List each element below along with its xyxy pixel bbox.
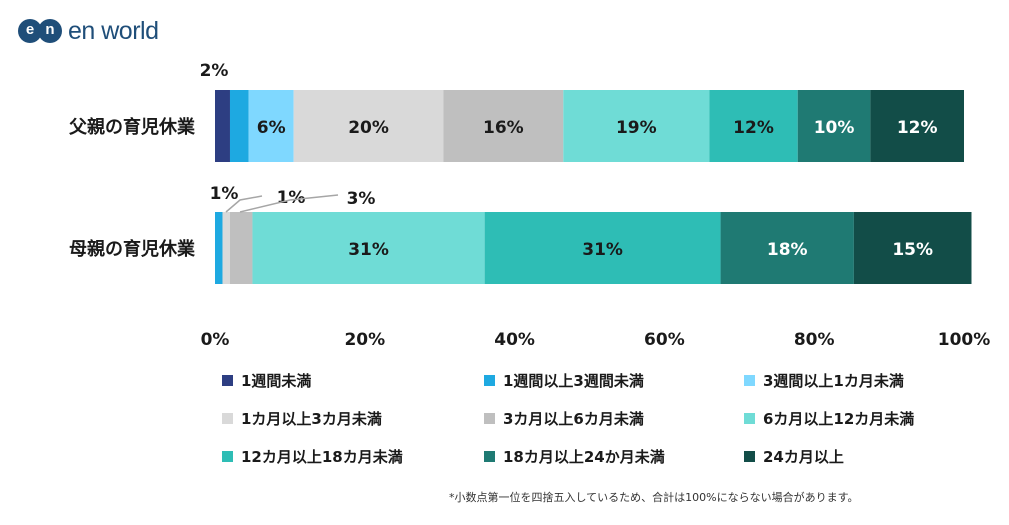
- bar-segment: [293, 90, 444, 162]
- data-label: 15%: [892, 240, 933, 260]
- legend-swatch: [222, 451, 233, 462]
- logo-mark: e n: [18, 19, 62, 43]
- category-label: 母親の育児休業: [69, 238, 196, 260]
- legend-swatch: [744, 451, 755, 462]
- callout-line: [225, 195, 263, 213]
- legend-item: 3カ月以上6カ月未満: [484, 408, 644, 429]
- category-label: 父親の育児休業: [69, 116, 196, 138]
- legend-item: 12カ月以上18カ月未満: [222, 446, 403, 467]
- footnote: *小数点第一位を四捨五入しているため、合計は100%にならない場合があります。: [449, 491, 859, 504]
- legend-item: 3週間以上1カ月未満: [744, 370, 904, 391]
- data-label: 2%: [200, 61, 229, 81]
- data-label: 31%: [348, 240, 389, 260]
- logo-text: en world: [68, 16, 159, 45]
- bar-segment: [229, 212, 253, 284]
- legend-item: 6カ月以上12カ月未満: [744, 408, 914, 429]
- bar-segment: [229, 90, 249, 162]
- logo-mark-n: n: [38, 19, 62, 43]
- x-tick-label: 80%: [794, 330, 835, 350]
- legend-swatch: [484, 413, 495, 424]
- bar-segment: [709, 90, 798, 162]
- legend-swatch: [222, 413, 233, 424]
- bar-segment: [870, 90, 964, 162]
- legend-label: 1週間未満: [241, 372, 312, 390]
- data-label: 20%: [348, 118, 389, 138]
- x-tick-label: 60%: [644, 330, 685, 350]
- data-label: 1%: [210, 184, 239, 204]
- legend-label: 1カ月以上3カ月未満: [241, 410, 382, 428]
- bar-segment: [484, 212, 721, 284]
- data-label: 12%: [733, 118, 774, 138]
- x-tick-label: 0%: [201, 330, 230, 350]
- bar-segment: [797, 90, 871, 162]
- legend-swatch: [744, 413, 755, 424]
- logo: e n en world: [18, 16, 159, 46]
- legend-label: 3カ月以上6カ月未満: [503, 410, 644, 428]
- legend-swatch: [744, 375, 755, 386]
- legend-item: 18カ月以上24か月未満: [484, 446, 665, 467]
- bar-segment: [248, 90, 294, 162]
- x-tick-label: 40%: [494, 330, 535, 350]
- legend-item: 24カ月以上: [744, 446, 844, 467]
- bar-segment: [853, 212, 972, 284]
- legend-item: 1週間未満: [222, 370, 311, 391]
- bar-segment: [222, 212, 230, 284]
- data-label: 19%: [616, 118, 657, 138]
- legend-label: 12カ月以上18カ月未満: [241, 448, 403, 466]
- legend-label: 18カ月以上24か月未満: [503, 448, 665, 466]
- legend-label: 6カ月以上12カ月未満: [763, 410, 915, 428]
- data-label: 18%: [767, 240, 808, 260]
- data-label: 10%: [814, 118, 855, 138]
- legend-swatch: [484, 375, 495, 386]
- data-label: 1%: [277, 188, 306, 208]
- callout-line: [239, 194, 339, 213]
- data-label: 31%: [582, 240, 623, 260]
- legend-swatch: [222, 375, 233, 386]
- bar-segment: [563, 90, 710, 162]
- legend-item: 1カ月以上3カ月未満: [222, 408, 382, 429]
- data-label: 12%: [897, 118, 938, 138]
- data-label: 3%: [347, 189, 376, 209]
- legend-swatch: [484, 451, 495, 462]
- x-tick-label: 20%: [344, 330, 385, 350]
- bar-segment: [215, 212, 223, 284]
- data-label: 6%: [257, 118, 286, 138]
- data-label: 16%: [483, 118, 524, 138]
- legend-item: 1週間以上3週間未満: [484, 370, 644, 391]
- bar-segment: [252, 212, 485, 284]
- bar-segment: [720, 212, 854, 284]
- bar-segment: [443, 90, 564, 162]
- legend-label: 24カ月以上: [763, 448, 844, 466]
- legend-label: 1週間以上3週間未満: [503, 372, 644, 390]
- bar-segment: [215, 90, 230, 162]
- legend-label: 3週間以上1カ月未満: [763, 372, 904, 390]
- x-tick-label: 100%: [938, 330, 991, 350]
